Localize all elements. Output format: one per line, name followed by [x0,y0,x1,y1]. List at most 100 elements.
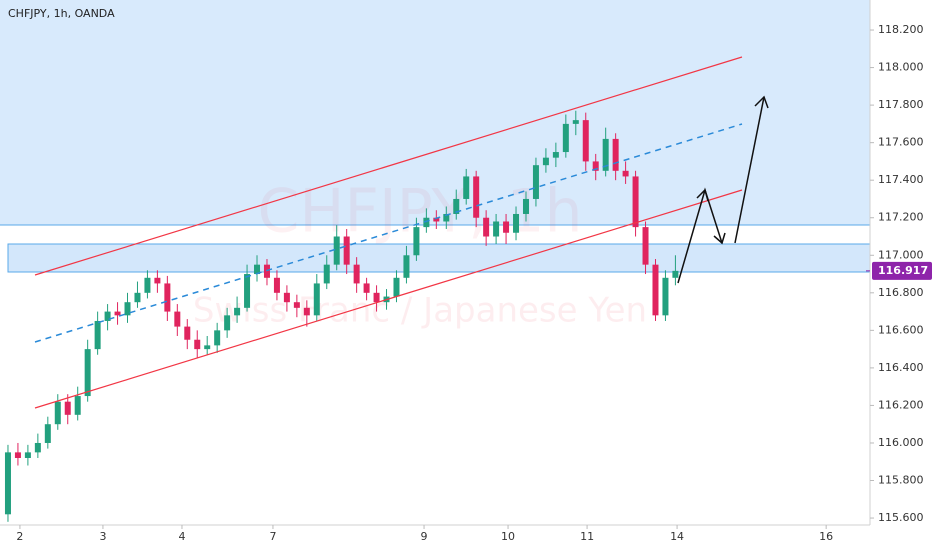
candle-body [44,424,51,443]
last-price-label: 116.917 [878,264,928,277]
candle-body [303,307,310,316]
candle-body [54,401,61,425]
y-tick-label: 117.400 [878,173,924,186]
y-tick-label: 115.600 [878,511,924,524]
candle-body [632,176,639,228]
watermark-subtitle: Swiss Franc / Japanese Yen [193,291,647,331]
x-tick-label: 2 [16,530,23,543]
candle-body [84,349,91,397]
candle-body [333,236,340,265]
candle-body [453,198,460,214]
candle-body [74,396,81,415]
candle-body [602,138,609,171]
candle-body [134,292,141,303]
candle-body [582,120,589,162]
arrow-path [734,96,765,244]
candle-body [403,255,410,278]
x-tick-label: 11 [580,530,594,543]
candle-body [313,283,320,316]
candle-body [124,302,131,316]
candle-body [224,315,231,331]
y-tick-label: 115.800 [878,474,924,487]
candle-body [234,307,241,316]
candle-body [443,213,450,222]
candle-body [433,217,440,222]
candle-body [353,264,360,284]
candle-body [532,165,539,199]
candle-body [104,311,111,321]
candle-body [154,277,161,284]
candle-body [562,123,569,153]
x-tick-label: 14 [670,530,684,543]
channel-upper [34,56,743,276]
candle-body [293,302,300,308]
y-tick-label: 117.600 [878,136,924,149]
candle-body [463,176,470,199]
candle-body [363,283,370,293]
candle-body [4,452,11,515]
y-tick-label: 116.400 [878,361,924,374]
channel-mid [34,123,743,343]
candle-body [513,213,520,233]
x-tick-label: 3 [99,530,106,543]
y-tick-label: 117.200 [878,211,924,224]
y-tick-label: 116.600 [878,323,924,336]
candle-body [34,442,41,453]
y-tick-label: 116.000 [878,436,924,449]
arrow-head [713,232,726,245]
arrow-head [696,188,709,202]
candle-body [493,221,500,237]
candle-body [174,311,181,327]
candle-body [254,264,261,275]
candle-body [552,152,559,158]
candle-body [373,292,380,303]
candle-body [204,345,211,350]
candle-body [194,339,201,350]
zone-top [0,0,870,225]
candle-body [24,452,31,458]
candle-body [114,311,121,316]
x-tick-label: 4 [178,530,185,543]
candle-body [503,221,510,233]
support-zone [7,243,871,273]
x-tick-label: 7 [269,530,276,543]
candle-body [393,277,400,297]
candle-body [413,227,420,256]
y-tick-label: 118.200 [878,23,924,36]
candle-body [423,217,430,228]
x-tick-label: 9 [421,530,428,543]
x-tick-label: 16 [819,530,833,543]
candle-body [14,452,21,458]
candle-body [283,292,290,303]
candle-body [214,330,221,346]
chart-title: CHFJPY, 1h, OANDA [8,7,115,20]
projection-arrows [677,95,769,284]
candle-body [542,157,549,166]
candle-body [164,283,171,312]
last-price-tag [872,261,932,280]
candle-body [572,120,579,124]
candle-body [144,277,151,293]
candle-body [652,264,659,316]
candle-body [672,270,679,278]
candle-body [94,320,101,350]
candle-body [473,176,480,218]
candle-body [622,170,629,177]
candle-body [642,227,649,265]
y-tick-label: 117.000 [878,248,924,261]
y-tick-label: 118.000 [878,61,924,74]
y-tick-label: 116.800 [878,286,924,299]
y-tick-label: 116.200 [878,398,924,411]
channel-lower [34,189,743,409]
candle-body [522,198,529,214]
candle-body [184,326,191,340]
candle-body [662,277,669,316]
arrow-head [754,95,769,109]
x-tick-label: 10 [501,530,515,543]
candle-body [273,277,280,293]
candle-body [64,401,71,415]
candle-body [244,274,251,308]
candle-body [343,236,350,265]
